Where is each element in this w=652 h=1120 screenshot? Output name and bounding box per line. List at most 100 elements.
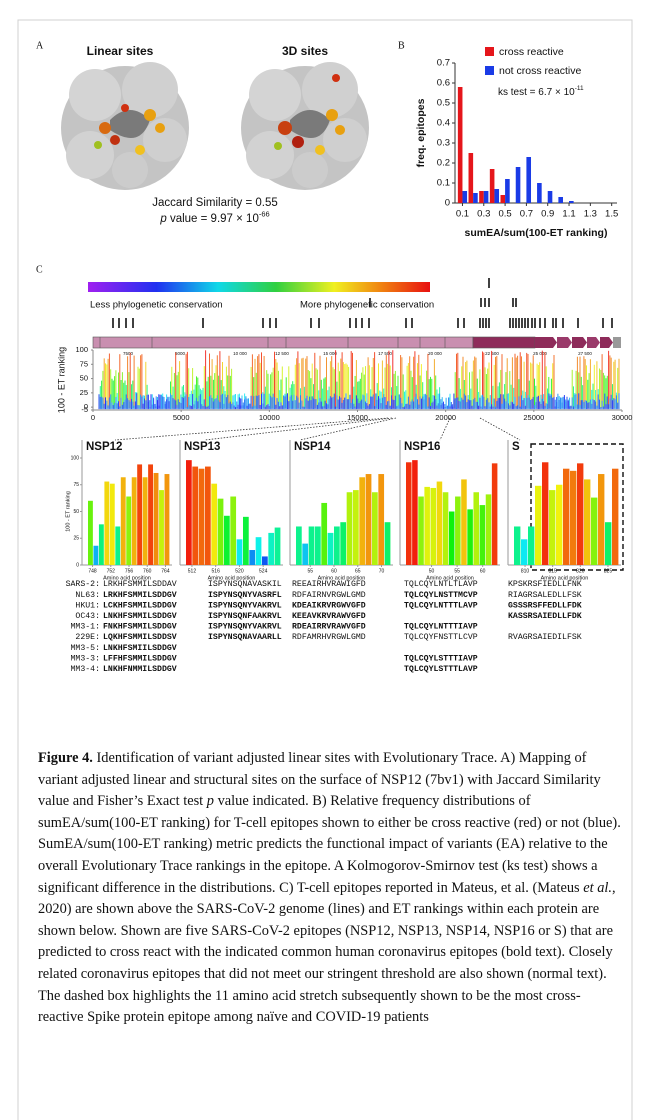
bar (558, 197, 563, 203)
sequence: FNKHFSMMILSDDGV (103, 623, 177, 632)
bar (505, 179, 510, 203)
zoom-x-label: Amino acid position (318, 575, 366, 581)
panel-label: C (36, 264, 43, 275)
zoom-bar (528, 526, 535, 565)
bar (537, 183, 542, 203)
conservation-gradient (88, 282, 430, 292)
zoom-bar (88, 500, 93, 565)
zoom-bar (584, 479, 591, 565)
zoom-bar (192, 466, 199, 565)
x-tick-label: 1.3 (584, 209, 597, 220)
zoom-x-tick-label: 748 (88, 568, 97, 574)
zoom-x-tick-label: 825 (604, 568, 613, 574)
sequence: TQLCQYLSTTTIAVP (404, 654, 478, 663)
panel-a-title: 3D sites (282, 44, 328, 58)
x-tick-label: 0.9 (541, 209, 554, 220)
bar (569, 201, 574, 203)
et-y-tick-label: 75 (80, 359, 88, 368)
sequence: LNKHFSMMILSDDGV (103, 612, 177, 621)
highlight-box (530, 443, 624, 571)
row-label: HKU1: (75, 601, 100, 610)
et-signal (98, 350, 620, 410)
zoom-bar (104, 481, 110, 565)
zoom-bar (542, 462, 549, 565)
zoom-bar (353, 490, 359, 565)
sequence: TQLCQYLNTLTLAVP (404, 580, 478, 589)
sequence: ISPYNSQNYVASRFL (208, 591, 282, 600)
zoom-bar (535, 485, 542, 565)
sequence: ISPYNSQNYVAKRVL (208, 623, 282, 632)
zoom-bar (455, 496, 461, 565)
ks-test-part: ks test = 6.7 × 10 (498, 87, 575, 98)
row-label: MM3-4: (71, 665, 100, 674)
zoom-y-tick-label: 0 (76, 562, 79, 568)
zoom-bar (262, 556, 268, 565)
zoom-bar (198, 468, 205, 565)
zoom-bar (236, 539, 243, 565)
bar (483, 191, 489, 203)
row-label: OC43: (75, 612, 100, 621)
zoom-bar (243, 516, 249, 565)
zoom-x-tick-label: 764 (161, 568, 170, 574)
row-label: MM3-3: (71, 654, 100, 663)
zoom-bar (308, 526, 315, 565)
zoom-bar (126, 496, 132, 565)
figure-caption: Figure 4. Identification of variant adju… (38, 748, 622, 1029)
y-tick-label: 0.4 (437, 118, 450, 129)
zoom-bar (340, 522, 347, 565)
zoom-title: S (512, 441, 520, 453)
caption-text: Identification of variant adjusted linea… (38, 750, 601, 810)
zoom-bar (115, 526, 121, 565)
zoom-bar (321, 502, 328, 565)
y-tick-label: 0 (445, 198, 450, 209)
genome-bar (92, 336, 621, 349)
sequence: TQLCQYLNTTTLAVP (404, 601, 478, 610)
jaccard: Jaccard Similarity = 0.55 (152, 197, 278, 209)
zoom-bar (230, 496, 237, 565)
zoom-y-tick-label: 50 (73, 509, 79, 515)
zoom-bar (327, 532, 334, 565)
panel-a-title: Linear sites (87, 44, 154, 58)
sequence: LCKHFSMMILSDDGV (103, 601, 177, 610)
et-y-label: 100 - ET ranking (56, 347, 66, 413)
zoom-x-tick-label: 50 (429, 568, 435, 574)
zoom-bar (98, 524, 104, 565)
sequence: RVAGRSAIEDILFSK (508, 633, 582, 642)
zoom-bar (384, 522, 391, 565)
caption-text: , 2020) are shown above the SARS-CoV-2 g… (38, 879, 616, 1026)
p-value: p value = 9.97 × 10-66 (159, 209, 269, 225)
zoom-bar (296, 526, 302, 565)
sequence: RDFAMRHVRGWLGMD (292, 633, 366, 642)
zoom-bar (598, 474, 605, 565)
zoom-bar (359, 477, 366, 565)
x-tick-label: 1.5 (605, 209, 618, 220)
zoom-bar (205, 466, 211, 565)
sequence: KPSKRSFIEDLLFNK (508, 580, 582, 589)
zoom-bar (164, 474, 170, 565)
zoom-x-tick-label: 70 (379, 568, 385, 574)
x-tick-label: 0.7 (520, 209, 533, 220)
bar (489, 169, 495, 203)
zoom-bar (412, 460, 418, 565)
zoom-title: NSP16 (404, 441, 440, 453)
zoom-bar (563, 468, 570, 565)
et-x-tick-label: 20000 (435, 413, 456, 422)
bar (457, 87, 463, 203)
sequence: LQKHFSMMILSDDSV (103, 633, 177, 642)
zoom-bar (249, 550, 256, 565)
sequence: TQLCQYFNSTTLCVP (404, 633, 478, 642)
caption-text: p (206, 793, 214, 810)
zoom-x-tick-label: 810 (521, 568, 530, 574)
genome-label: 12 500 (275, 351, 289, 356)
zoom-bar (448, 511, 455, 565)
genome-label: 20 000 (428, 351, 442, 356)
zoom-x-tick-label: 752 (107, 568, 116, 574)
genome-label: 15 000 (323, 351, 337, 356)
zoom-x-tick-label: 55 (454, 568, 460, 574)
zoom-bar (467, 509, 473, 565)
zoom-bar (485, 494, 492, 565)
genome-label: 7500 (123, 351, 134, 356)
x-tick-label: 0.3 (477, 209, 490, 220)
zoom-x-tick-label: 520 (235, 568, 244, 574)
ks-test: ks test = 6.7 × 10-11 (498, 85, 584, 98)
